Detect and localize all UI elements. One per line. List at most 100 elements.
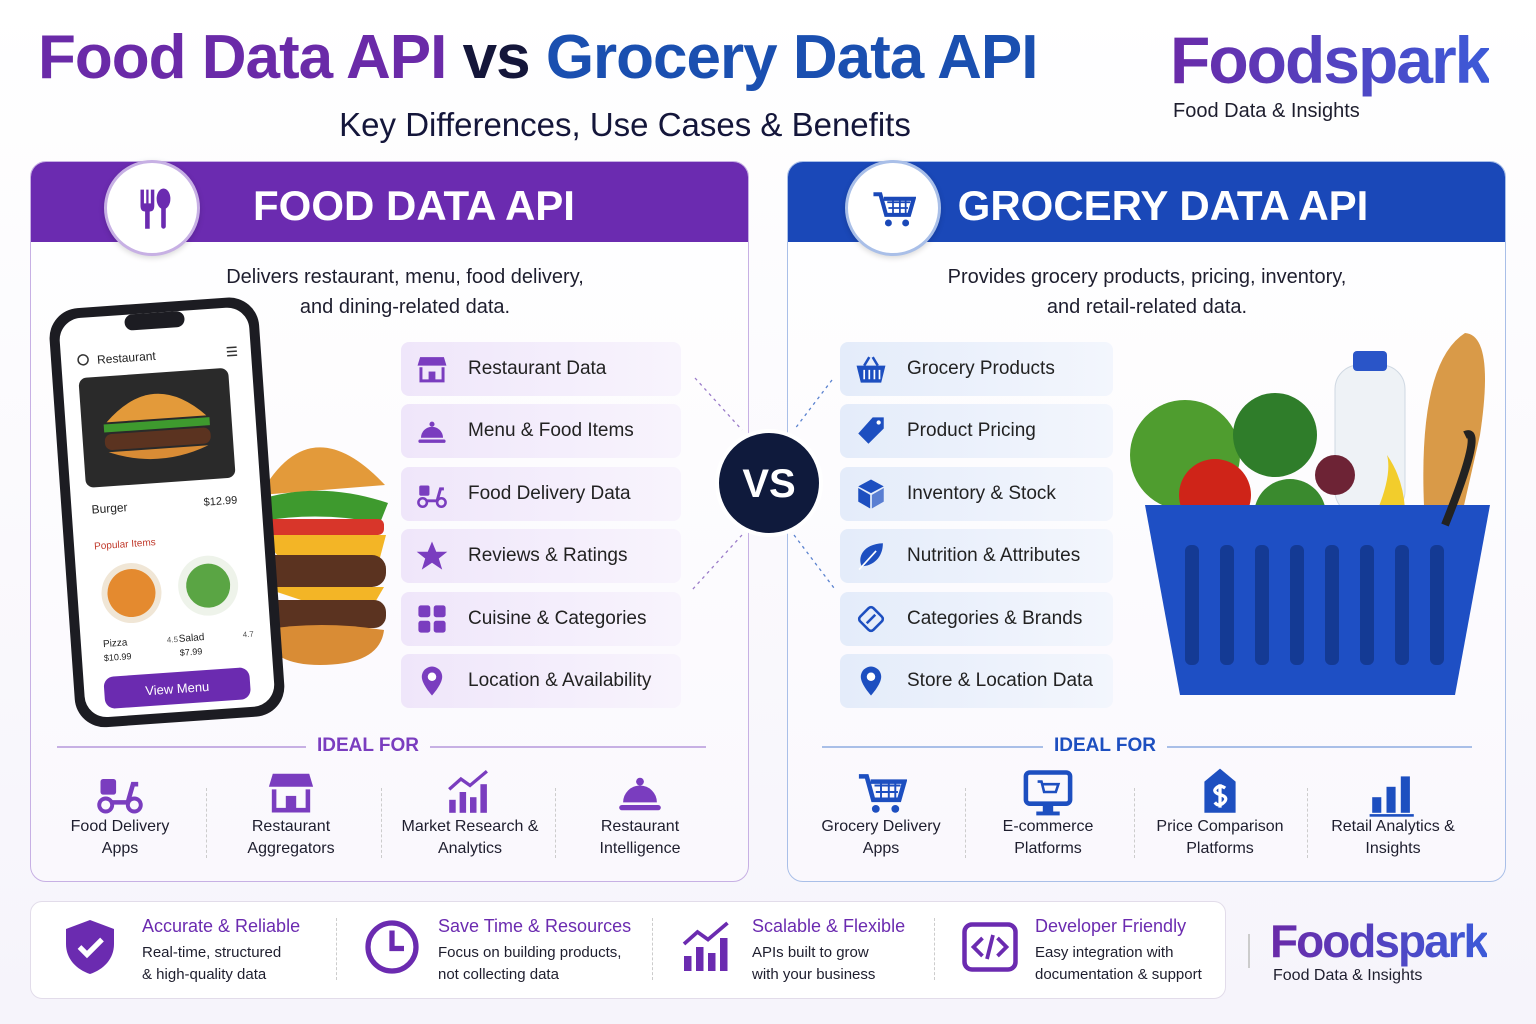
icon-bars — [1369, 776, 1414, 817]
bread — [1423, 333, 1485, 545]
icon-shape — [858, 487, 871, 509]
benefit-text: Focus on building products, — [438, 944, 622, 961]
feature-item: Location & Availability — [401, 654, 681, 708]
photo-lettuce — [103, 417, 210, 433]
icon-shape — [480, 784, 487, 813]
feature-item: Restaurant Data — [401, 342, 681, 396]
benefit-title: Scalable & Flexible — [752, 916, 906, 936]
view-menu-button[interactable] — [103, 667, 251, 709]
pizza — [107, 569, 156, 618]
phone-menu-icon — [226, 346, 238, 357]
icon-cloche — [418, 422, 446, 444]
feature-item: Inventory & Stock — [840, 466, 1113, 521]
icon-chartup — [682, 921, 729, 971]
icon-shape — [623, 785, 657, 803]
icon-shape — [1037, 780, 1061, 794]
icon-shape — [636, 777, 644, 786]
icon — [415, 352, 449, 386]
benefit-text: APIs built to grow — [752, 944, 869, 961]
icon-cart — [858, 774, 908, 813]
panel-description: Provides grocery products, pricing, inve… — [947, 266, 1347, 288]
phone-item-name: Pizza — [103, 637, 129, 650]
icon-shape — [1369, 814, 1414, 817]
ideal-separator — [555, 788, 556, 858]
benefit-text: with your business — [752, 966, 876, 983]
icon — [415, 477, 449, 511]
icon-shape — [97, 796, 115, 814]
ideal-label: Restaurant — [251, 818, 331, 835]
benefit-separator — [934, 918, 935, 980]
benefit-title: Save Time & Resources — [438, 916, 632, 936]
feature-label: Restaurant Data — [468, 358, 607, 379]
main-title: Food Data API vs Grocery Data API — [38, 22, 1039, 93]
icon-clock — [365, 920, 419, 974]
feature-label: Inventory & Stock — [907, 482, 1056, 504]
icon-shape — [1042, 805, 1054, 812]
icon-shape — [1430, 545, 1444, 665]
icon-shape — [902, 219, 910, 227]
feature-label: Reviews & Ratings — [468, 545, 628, 567]
basket-illustration — [1130, 333, 1490, 695]
icon-shape — [389, 930, 404, 952]
icon-shape — [874, 781, 901, 800]
feature-label: Menu & Food Items — [468, 420, 634, 442]
icon-shape — [1255, 545, 1269, 665]
icon-scooter — [417, 485, 447, 508]
icon-shape — [682, 921, 729, 946]
icon-chartup — [448, 769, 488, 813]
icon — [415, 602, 449, 636]
icon-pin — [421, 666, 443, 696]
icon-shape — [365, 920, 419, 974]
icon-code — [962, 922, 1018, 972]
benefit-text: documentation & support — [1035, 966, 1202, 983]
title-food: Food Data API — [38, 23, 447, 92]
benefit-separator — [336, 918, 337, 980]
feature-item: Food Delivery Data — [401, 466, 681, 521]
icon — [1367, 766, 1419, 818]
feature-item: Grocery Products — [840, 342, 1113, 396]
icon — [870, 185, 917, 231]
icon-shape — [865, 613, 877, 624]
brand-tagline: Food Data & Insights — [1173, 100, 1360, 122]
view-menu-label: View Menu — [145, 679, 210, 698]
icon-shape — [1036, 811, 1060, 816]
benefit-text: Easy integration with — [1035, 944, 1174, 961]
benefit-title: Developer Friendly — [1035, 916, 1187, 936]
phone-item: Burger — [91, 500, 128, 516]
feature-item: Store & Location Data — [840, 654, 1113, 708]
icon-shape — [427, 672, 437, 681]
icon-shape — [470, 797, 477, 813]
ideal-label: Analytics — [437, 840, 503, 857]
icon-shape — [873, 192, 917, 217]
icon-basket — [856, 356, 886, 383]
icon-shape — [416, 541, 448, 570]
feature-label: Food Delivery Data — [468, 482, 631, 504]
icon-shape — [708, 953, 716, 971]
icon-shape — [884, 219, 892, 227]
ideal-label: Market Research & — [401, 818, 539, 835]
icon-shape — [887, 198, 911, 215]
ideal-label: Retail Analytics & — [1331, 818, 1455, 835]
icon-shape — [77, 937, 104, 959]
icon — [854, 602, 888, 636]
icon-shape — [66, 920, 114, 974]
icon-shape — [1400, 776, 1410, 813]
ideal-separator — [964, 788, 966, 858]
icon-shape — [419, 485, 430, 496]
ideal-line — [1167, 746, 1472, 748]
ideal-separator — [1134, 788, 1135, 858]
salad — [186, 563, 231, 608]
icon-shape — [720, 938, 728, 971]
patty — [258, 600, 386, 628]
ideal-line — [430, 746, 706, 748]
ideal-label: Food Delivery — [70, 818, 170, 835]
broccoli — [1233, 393, 1317, 477]
ideal-label: Insights — [1365, 840, 1421, 857]
icon-shape — [857, 605, 885, 632]
icon-diamond — [857, 605, 885, 632]
phone-section: Popular Items — [94, 537, 156, 552]
subtitle: Key Differences, Use Cases & Benefits — [339, 106, 911, 143]
icon-shape — [876, 420, 881, 426]
benefit-text: not collecting data — [438, 966, 559, 983]
icon — [362, 917, 422, 977]
